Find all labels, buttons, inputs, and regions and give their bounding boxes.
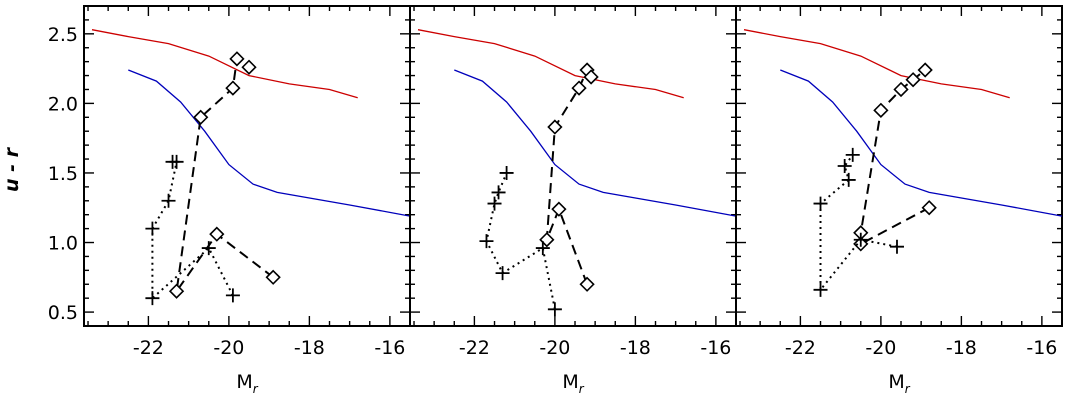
y-tick-label: 1.5 <box>48 163 78 185</box>
blue-cloud-curve <box>128 69 410 217</box>
plot-frame <box>409 5 737 327</box>
x-tick-label: -18 <box>946 337 977 359</box>
dotted-track-line <box>151 160 234 301</box>
panel-left: -22 -20 -18 -16 0.5 1.0 1.5 2.0 2.5 Mr <box>48 5 411 396</box>
y-axis-label: u - r <box>1 146 23 192</box>
diamond-marker <box>905 72 921 88</box>
plot-area <box>417 29 736 317</box>
plus-marker <box>491 185 506 200</box>
plus-marker <box>487 196 502 211</box>
plus-marker <box>201 241 216 256</box>
panel-right: -22 -20 -18 -16 Mr <box>735 5 1063 396</box>
diamond-marker <box>193 109 209 125</box>
y-tick-label: 0.5 <box>48 302 78 324</box>
diamond-marker <box>917 62 933 78</box>
plus-marker <box>479 234 494 249</box>
x-axis-label: Mr <box>236 371 258 396</box>
red-sequence-curve <box>417 29 684 99</box>
x-tick-label: -20 <box>539 337 570 359</box>
dashed-track-line <box>859 69 930 246</box>
plus-marker <box>535 241 550 256</box>
plus-marker <box>165 154 180 169</box>
x-axis-label: Mr <box>888 371 910 396</box>
x-tick-label: -22 <box>133 337 164 359</box>
plus-marker <box>495 266 510 281</box>
diamond-marker <box>571 80 587 96</box>
plot-frame <box>83 5 411 327</box>
diamond-marker <box>225 80 241 96</box>
diamond-marker <box>539 232 555 248</box>
x-tick-label: -20 <box>213 337 244 359</box>
diamond-marker <box>168 283 185 299</box>
red-sequence-curve <box>743 29 1010 99</box>
diamond-marker <box>265 269 281 285</box>
y-tick-label: 2.0 <box>48 93 78 115</box>
diamond-marker <box>229 51 245 67</box>
dashed-track-line <box>545 67 592 285</box>
blue-cloud-curve <box>780 69 1062 217</box>
blue-cloud-curve <box>454 69 736 217</box>
diamond-marker <box>873 102 889 118</box>
plus-marker <box>547 302 562 317</box>
x-axis-label: Mr <box>562 371 584 396</box>
dotted-track-line <box>819 154 898 293</box>
diamond-marker <box>547 119 563 135</box>
plus-marker <box>841 172 856 187</box>
plus-marker <box>225 288 240 303</box>
plus-marker <box>145 221 160 236</box>
plot-area <box>91 29 410 306</box>
x-tick-label: -16 <box>1026 337 1057 359</box>
plus-marker <box>845 147 860 162</box>
diamond-marker <box>551 201 567 217</box>
x-tick-label: -20 <box>865 337 896 359</box>
x-tick-label: -22 <box>785 337 816 359</box>
plus-marker <box>161 193 176 208</box>
x-tick-label: -16 <box>700 337 731 359</box>
dashed-track-line <box>175 57 274 292</box>
panel-middle: -22 -20 -18 -16 Mr <box>409 5 737 396</box>
plus-marker <box>853 232 868 247</box>
diamond-marker <box>583 69 599 85</box>
plus-marker <box>813 282 828 297</box>
y-tick-label: 1.0 <box>48 233 78 255</box>
diamond-marker <box>893 81 909 98</box>
x-tick-label: -16 <box>374 337 405 359</box>
plus-marker <box>813 196 828 211</box>
plot-frame <box>735 5 1063 327</box>
plus-marker <box>837 159 852 173</box>
plus-marker <box>145 291 160 306</box>
x-tick-label: -22 <box>459 337 490 359</box>
plus-marker <box>889 239 904 254</box>
diamond-marker <box>241 59 257 75</box>
diamond-marker <box>209 226 225 242</box>
plus-marker <box>499 165 514 180</box>
plot-area <box>743 29 1062 297</box>
diamond-marker <box>579 276 595 292</box>
y-tick-label: 2.5 <box>48 24 78 46</box>
x-tick-label: -18 <box>620 337 651 359</box>
diamond-marker <box>921 200 937 216</box>
red-sequence-curve <box>91 29 358 99</box>
x-tick-label: -18 <box>294 337 325 359</box>
